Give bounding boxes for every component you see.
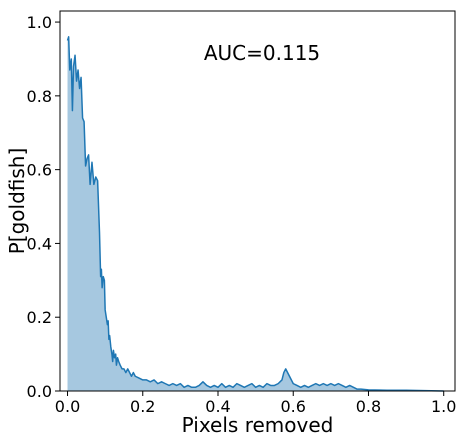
x-tick-label: 1.0 bbox=[431, 397, 456, 416]
y-tick-label: 0.8 bbox=[27, 87, 52, 106]
x-axis: 0.0 0.2 0.4 0.6 0.8 1.0 bbox=[55, 391, 456, 416]
y-tick-label: 0.4 bbox=[27, 234, 52, 253]
x-tick-label: 0.0 bbox=[55, 397, 80, 416]
series-line bbox=[66, 36, 444, 392]
y-tick-label: 0.2 bbox=[27, 308, 52, 327]
y-axis: 0.0 0.2 0.4 0.6 0.8 1.0 bbox=[27, 13, 60, 401]
x-tick-label: 0.2 bbox=[130, 397, 155, 416]
x-tick-label: 0.6 bbox=[281, 397, 306, 416]
y-tick-label: 1.0 bbox=[27, 13, 52, 32]
x-tick-label: 0.4 bbox=[205, 397, 230, 416]
series-area-fill bbox=[67, 36, 444, 391]
auc-annotation: AUC=0.115 bbox=[204, 41, 320, 65]
x-axis-title: Pixels removed bbox=[182, 413, 334, 437]
x-tick-label: 0.8 bbox=[356, 397, 381, 416]
y-tick-label: 0.6 bbox=[27, 161, 52, 180]
y-axis-title: P[goldfish] bbox=[5, 148, 29, 255]
plot-frame bbox=[59, 10, 456, 392]
plot-area bbox=[66, 36, 444, 392]
y-tick-label: 0.0 bbox=[27, 382, 52, 401]
